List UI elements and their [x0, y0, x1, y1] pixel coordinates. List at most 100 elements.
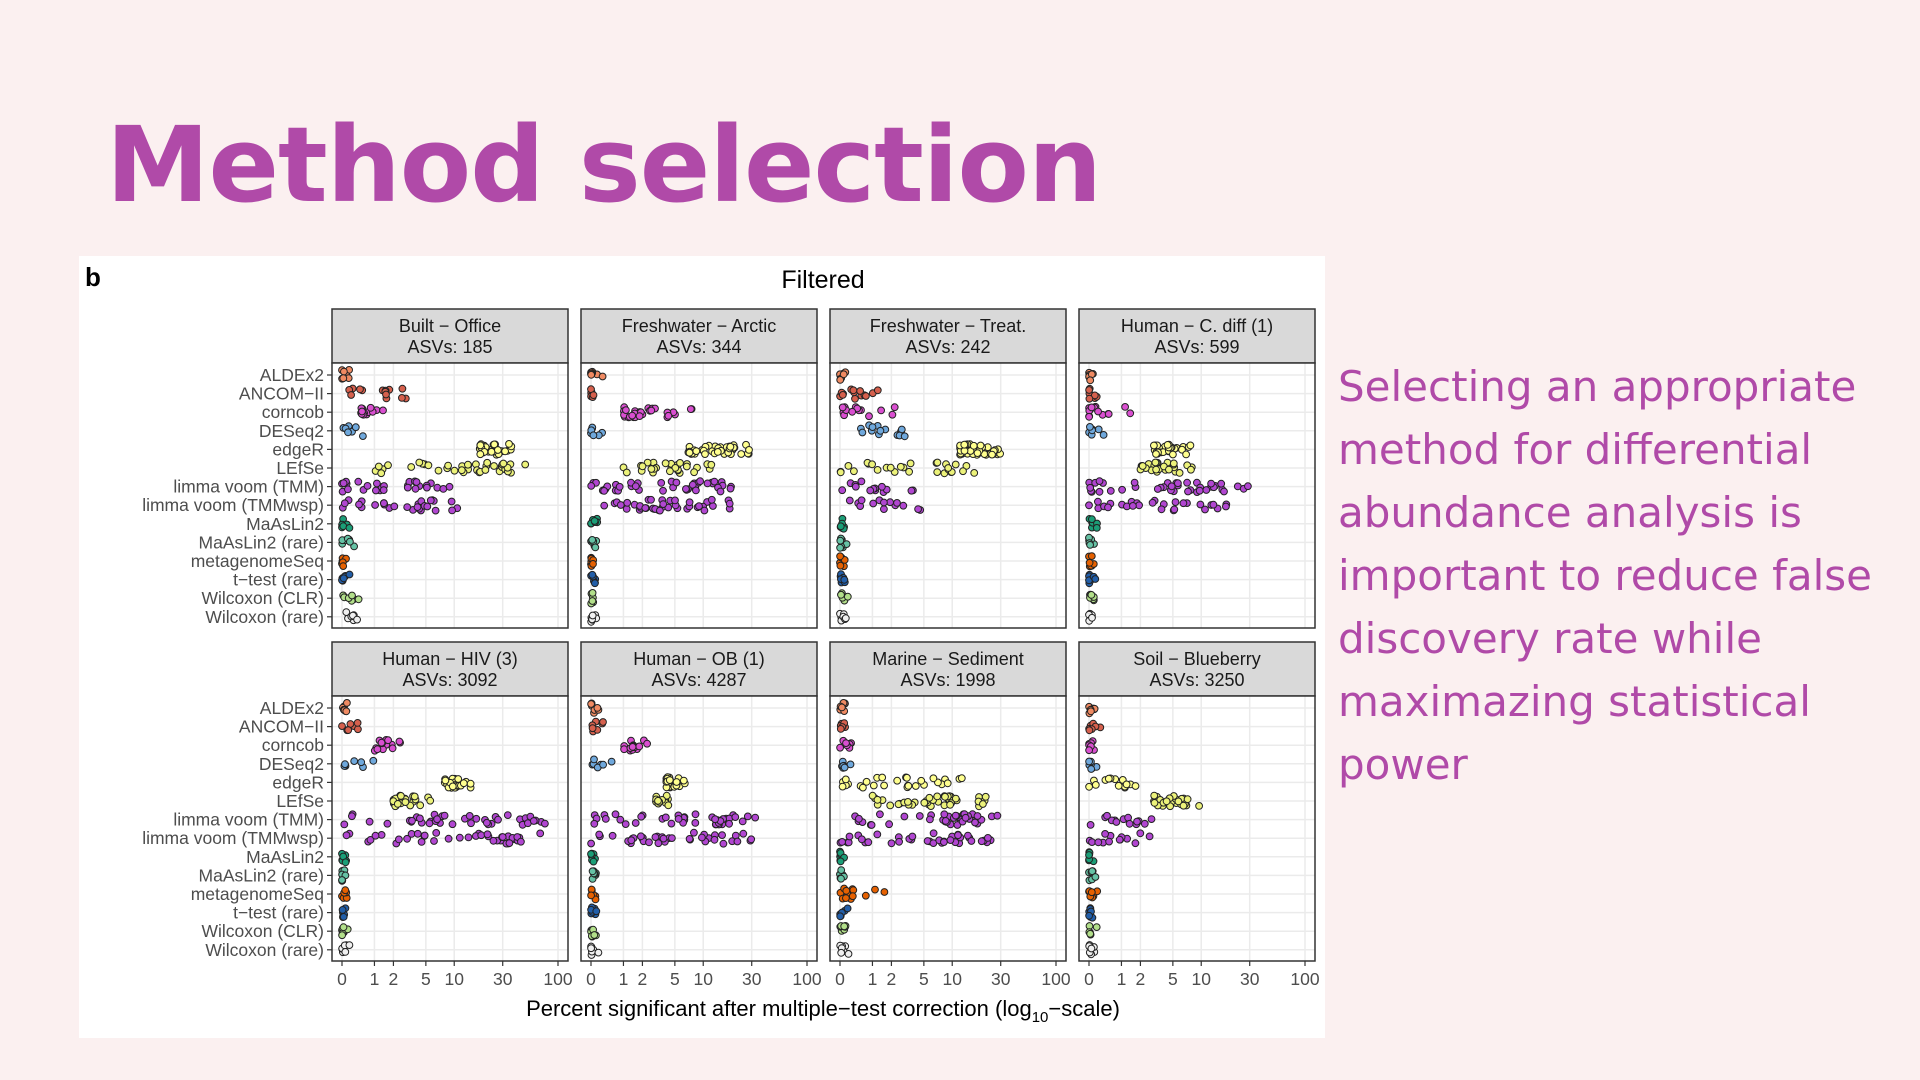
data-point: [341, 858, 350, 867]
data-point: [477, 831, 486, 840]
data-point: [647, 465, 656, 473]
data-point: [588, 611, 597, 620]
data-point: [840, 575, 849, 584]
data-point: [915, 812, 924, 820]
data-point: [373, 479, 381, 488]
x-tick-label: 1: [619, 969, 629, 989]
y-tick-label: MaAsLin2: [246, 847, 324, 867]
facet-strip: [331, 308, 569, 364]
data-point: [700, 506, 709, 515]
data-point: [1157, 505, 1166, 514]
data-point: [499, 459, 508, 468]
y-tick-label: edgeR: [272, 439, 324, 459]
data-point: [379, 486, 388, 495]
y-tick-label: LEfSe: [276, 458, 324, 478]
data-point: [838, 403, 847, 412]
data-point: [450, 466, 459, 475]
data-point: [398, 384, 407, 393]
data-point: [1091, 873, 1100, 881]
data-point: [599, 760, 607, 769]
data-point: [643, 739, 651, 748]
y-tick-label: ALDEx2: [260, 698, 324, 718]
data-point: [1183, 795, 1192, 804]
data-point: [595, 830, 604, 839]
data-point: [1183, 478, 1191, 487]
data-point: [691, 819, 700, 827]
data-point: [440, 811, 449, 820]
data-point: [880, 498, 888, 507]
data-point: [587, 944, 595, 953]
data-point: [925, 793, 934, 802]
data-point: [656, 506, 664, 515]
data-point: [608, 831, 617, 840]
data-point: [410, 792, 419, 801]
plot-border: [829, 695, 1067, 962]
data-point: [726, 484, 735, 493]
data-point: [838, 703, 846, 712]
data-point: [1179, 801, 1188, 810]
data-point: [864, 838, 873, 847]
data-point: [383, 819, 392, 828]
data-point: [587, 850, 595, 858]
data-point: [1088, 867, 1097, 876]
y-tick-label: limma voom (TMM): [173, 477, 324, 497]
data-point: [837, 948, 846, 957]
y-tick-label: DESeq2: [259, 754, 324, 774]
plot-border: [1078, 362, 1316, 629]
x-axis-label: Percent significant after multiple−test …: [526, 996, 1120, 1026]
facet-asv-label: ASVs: 344: [656, 337, 741, 357]
data-point: [710, 835, 719, 844]
data-point: [339, 374, 348, 383]
data-point: [698, 833, 706, 842]
facet-dataset-label: Built − Office: [399, 316, 501, 336]
data-point: [1163, 441, 1172, 449]
y-tick-label: Wilcoxon (CLR): [201, 921, 324, 941]
data-point: [858, 428, 867, 437]
data-point: [447, 497, 456, 506]
data-point: [464, 833, 473, 842]
data-point: [988, 450, 996, 459]
facet-dataset-label: Freshwater − Treat.: [870, 316, 1027, 336]
data-point: [659, 486, 667, 495]
data-point: [416, 801, 425, 810]
data-point: [1112, 818, 1121, 826]
data-point: [866, 486, 875, 495]
data-point: [1169, 450, 1177, 459]
data-point: [379, 406, 387, 415]
data-point: [900, 432, 909, 441]
data-point: [920, 798, 929, 807]
x-tick-label: 2: [389, 969, 399, 989]
data-point: [838, 391, 847, 399]
plot-area: [581, 696, 817, 961]
facet-panel: Human − OB (1)ASVs: 4287 0 1 2 5 10 30 100: [580, 641, 822, 989]
data-point: [896, 462, 905, 471]
data-point: [1085, 394, 1094, 403]
data-point: [836, 522, 845, 531]
data-point: [841, 614, 850, 623]
data-point: [843, 904, 852, 913]
data-point: [439, 485, 448, 493]
data-point: [341, 886, 350, 895]
data-point: [933, 458, 942, 467]
facet-asv-label: ASVs: 3092: [402, 670, 497, 690]
data-point: [685, 448, 694, 457]
data-point: [836, 468, 845, 477]
data-point: [862, 392, 870, 400]
y-tick-label: t−test (rare): [233, 903, 324, 923]
data-point: [374, 462, 383, 471]
facet-strip: [331, 641, 569, 697]
data-point: [672, 778, 681, 786]
data-point: [611, 810, 620, 819]
data-point: [911, 782, 920, 790]
data-point: [1133, 817, 1141, 826]
data-point: [1174, 797, 1183, 806]
data-point: [444, 461, 453, 470]
data-point: [341, 760, 349, 769]
data-point: [1131, 839, 1140, 848]
data-point: [970, 469, 979, 477]
data-point: [1122, 780, 1131, 789]
data-point: [1114, 781, 1123, 790]
data-point: [430, 837, 438, 845]
data-point: [868, 460, 876, 469]
data-point: [878, 773, 887, 782]
